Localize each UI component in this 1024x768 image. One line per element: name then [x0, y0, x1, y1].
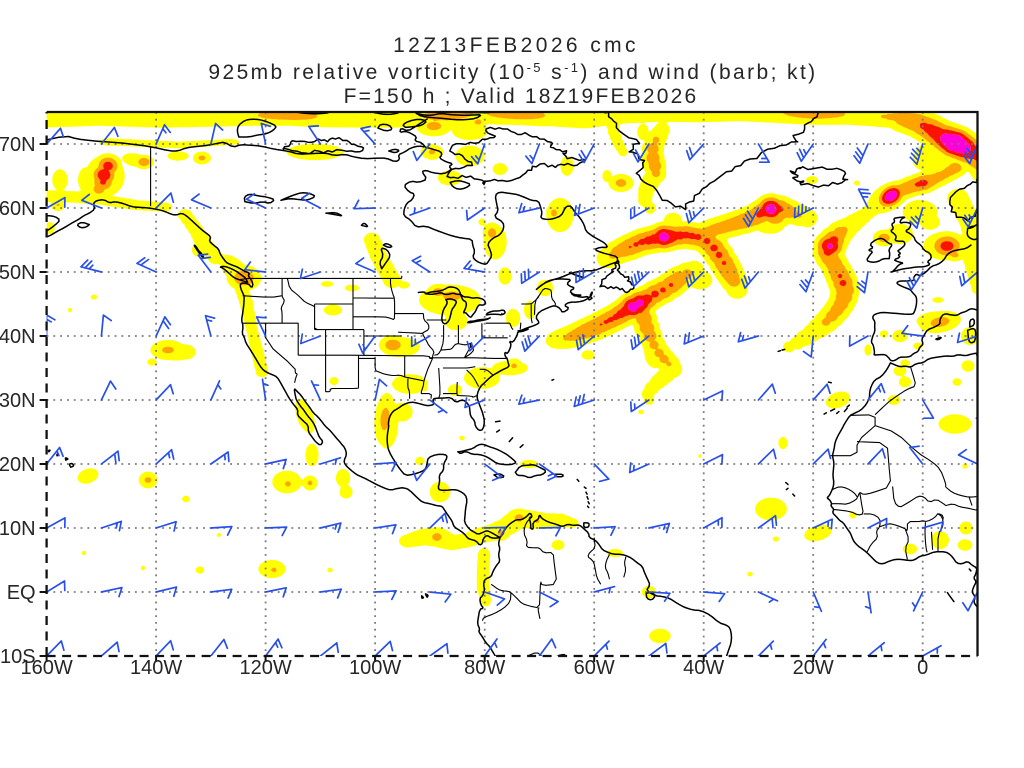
svg-text:140W: 140W: [130, 657, 182, 679]
svg-text:12Z13FEB2026 cmc: 12Z13FEB2026 cmc: [393, 34, 639, 57]
svg-text:30N: 30N: [0, 390, 36, 412]
svg-text:20N: 20N: [0, 454, 36, 476]
svg-text:10S: 10S: [0, 646, 36, 668]
svg-text:F=150 h ; Valid 18Z19FEB20: F=150 h ; Valid 18Z19FEB2026: [344, 85, 699, 108]
svg-text:80W: 80W: [464, 657, 505, 679]
svg-text:40W: 40W: [683, 657, 724, 679]
svg-text:160W: 160W: [20, 657, 72, 679]
svg-text:70N: 70N: [0, 134, 36, 156]
svg-text:20W: 20W: [793, 657, 834, 679]
svg-text:120W: 120W: [239, 657, 291, 679]
svg-text:EQ: EQ: [7, 582, 36, 604]
svg-text:10N: 10N: [0, 518, 36, 540]
svg-text:40N: 40N: [0, 326, 36, 348]
svg-text:0: 0: [917, 657, 928, 679]
svg-text:60W: 60W: [574, 657, 615, 679]
svg-text:100W: 100W: [349, 657, 401, 679]
svg-text:925mb relative vorticity (1: 925mb relative vorticity (10-5 s-1) and …: [208, 60, 817, 84]
svg-text:60N: 60N: [0, 198, 36, 220]
svg-text:50N: 50N: [0, 262, 36, 284]
